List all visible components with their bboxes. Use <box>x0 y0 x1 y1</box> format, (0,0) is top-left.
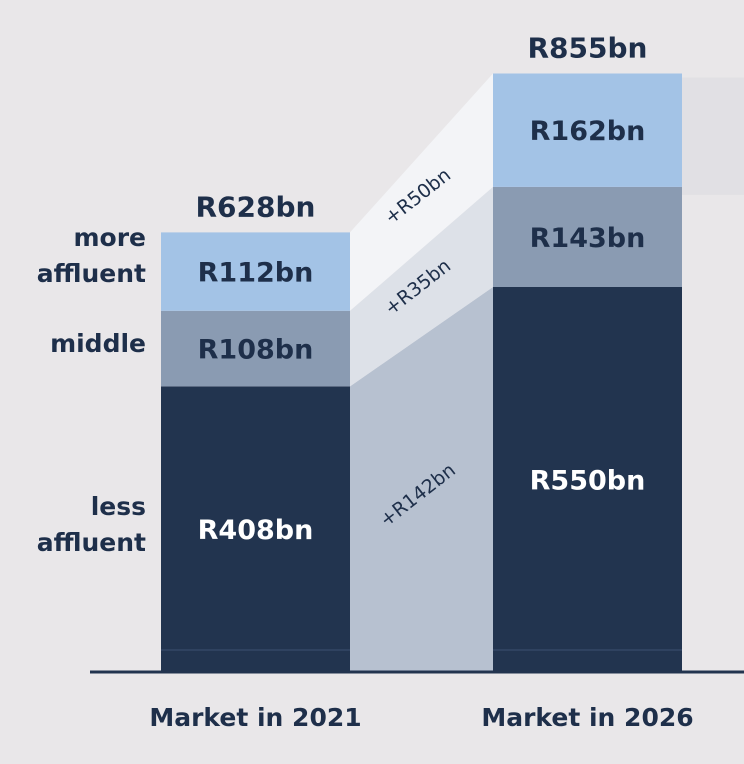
series-name-label: affluent <box>37 259 146 288</box>
category-label: Market in 2021 <box>149 703 361 732</box>
bridge-less-affluent <box>350 287 493 672</box>
segment-value-label: R108bn <box>198 335 314 366</box>
segment-value-label: R550bn <box>530 466 646 497</box>
total-label: R628bn <box>196 190 316 223</box>
series-name-label: affluent <box>37 528 146 557</box>
bar-1-more-affluent <box>493 73 682 187</box>
x-axis: Market in 2021 Market in 2026 <box>90 670 744 732</box>
segment-value-label: R112bn <box>198 258 314 289</box>
bridge-more-affluent <box>350 73 493 311</box>
bar-1-less-affluent <box>493 287 682 672</box>
segment-value-label: R162bn <box>530 116 646 147</box>
bar-0-less-affluent <box>161 386 350 672</box>
segment-value-label: R143bn <box>530 223 646 254</box>
bar-0-middle <box>161 310 350 387</box>
segment-name-labels: more affluent middle less affluent <box>37 223 146 557</box>
series-name-label: more <box>73 223 146 252</box>
bar-0-more-affluent <box>161 232 350 311</box>
ghost-segment <box>682 77 744 195</box>
total-label: R855bn <box>528 32 648 65</box>
segment-value-label: R408bn <box>198 515 314 546</box>
series-name-label: less <box>91 492 146 521</box>
growth-bridges <box>350 73 493 672</box>
ghost-panel <box>682 77 744 195</box>
series-name-label: middle <box>50 329 146 358</box>
bridge-middle <box>350 186 493 387</box>
category-label: Market in 2026 <box>481 703 693 732</box>
bar-1-middle <box>493 186 682 287</box>
stacked-bars <box>161 73 682 672</box>
